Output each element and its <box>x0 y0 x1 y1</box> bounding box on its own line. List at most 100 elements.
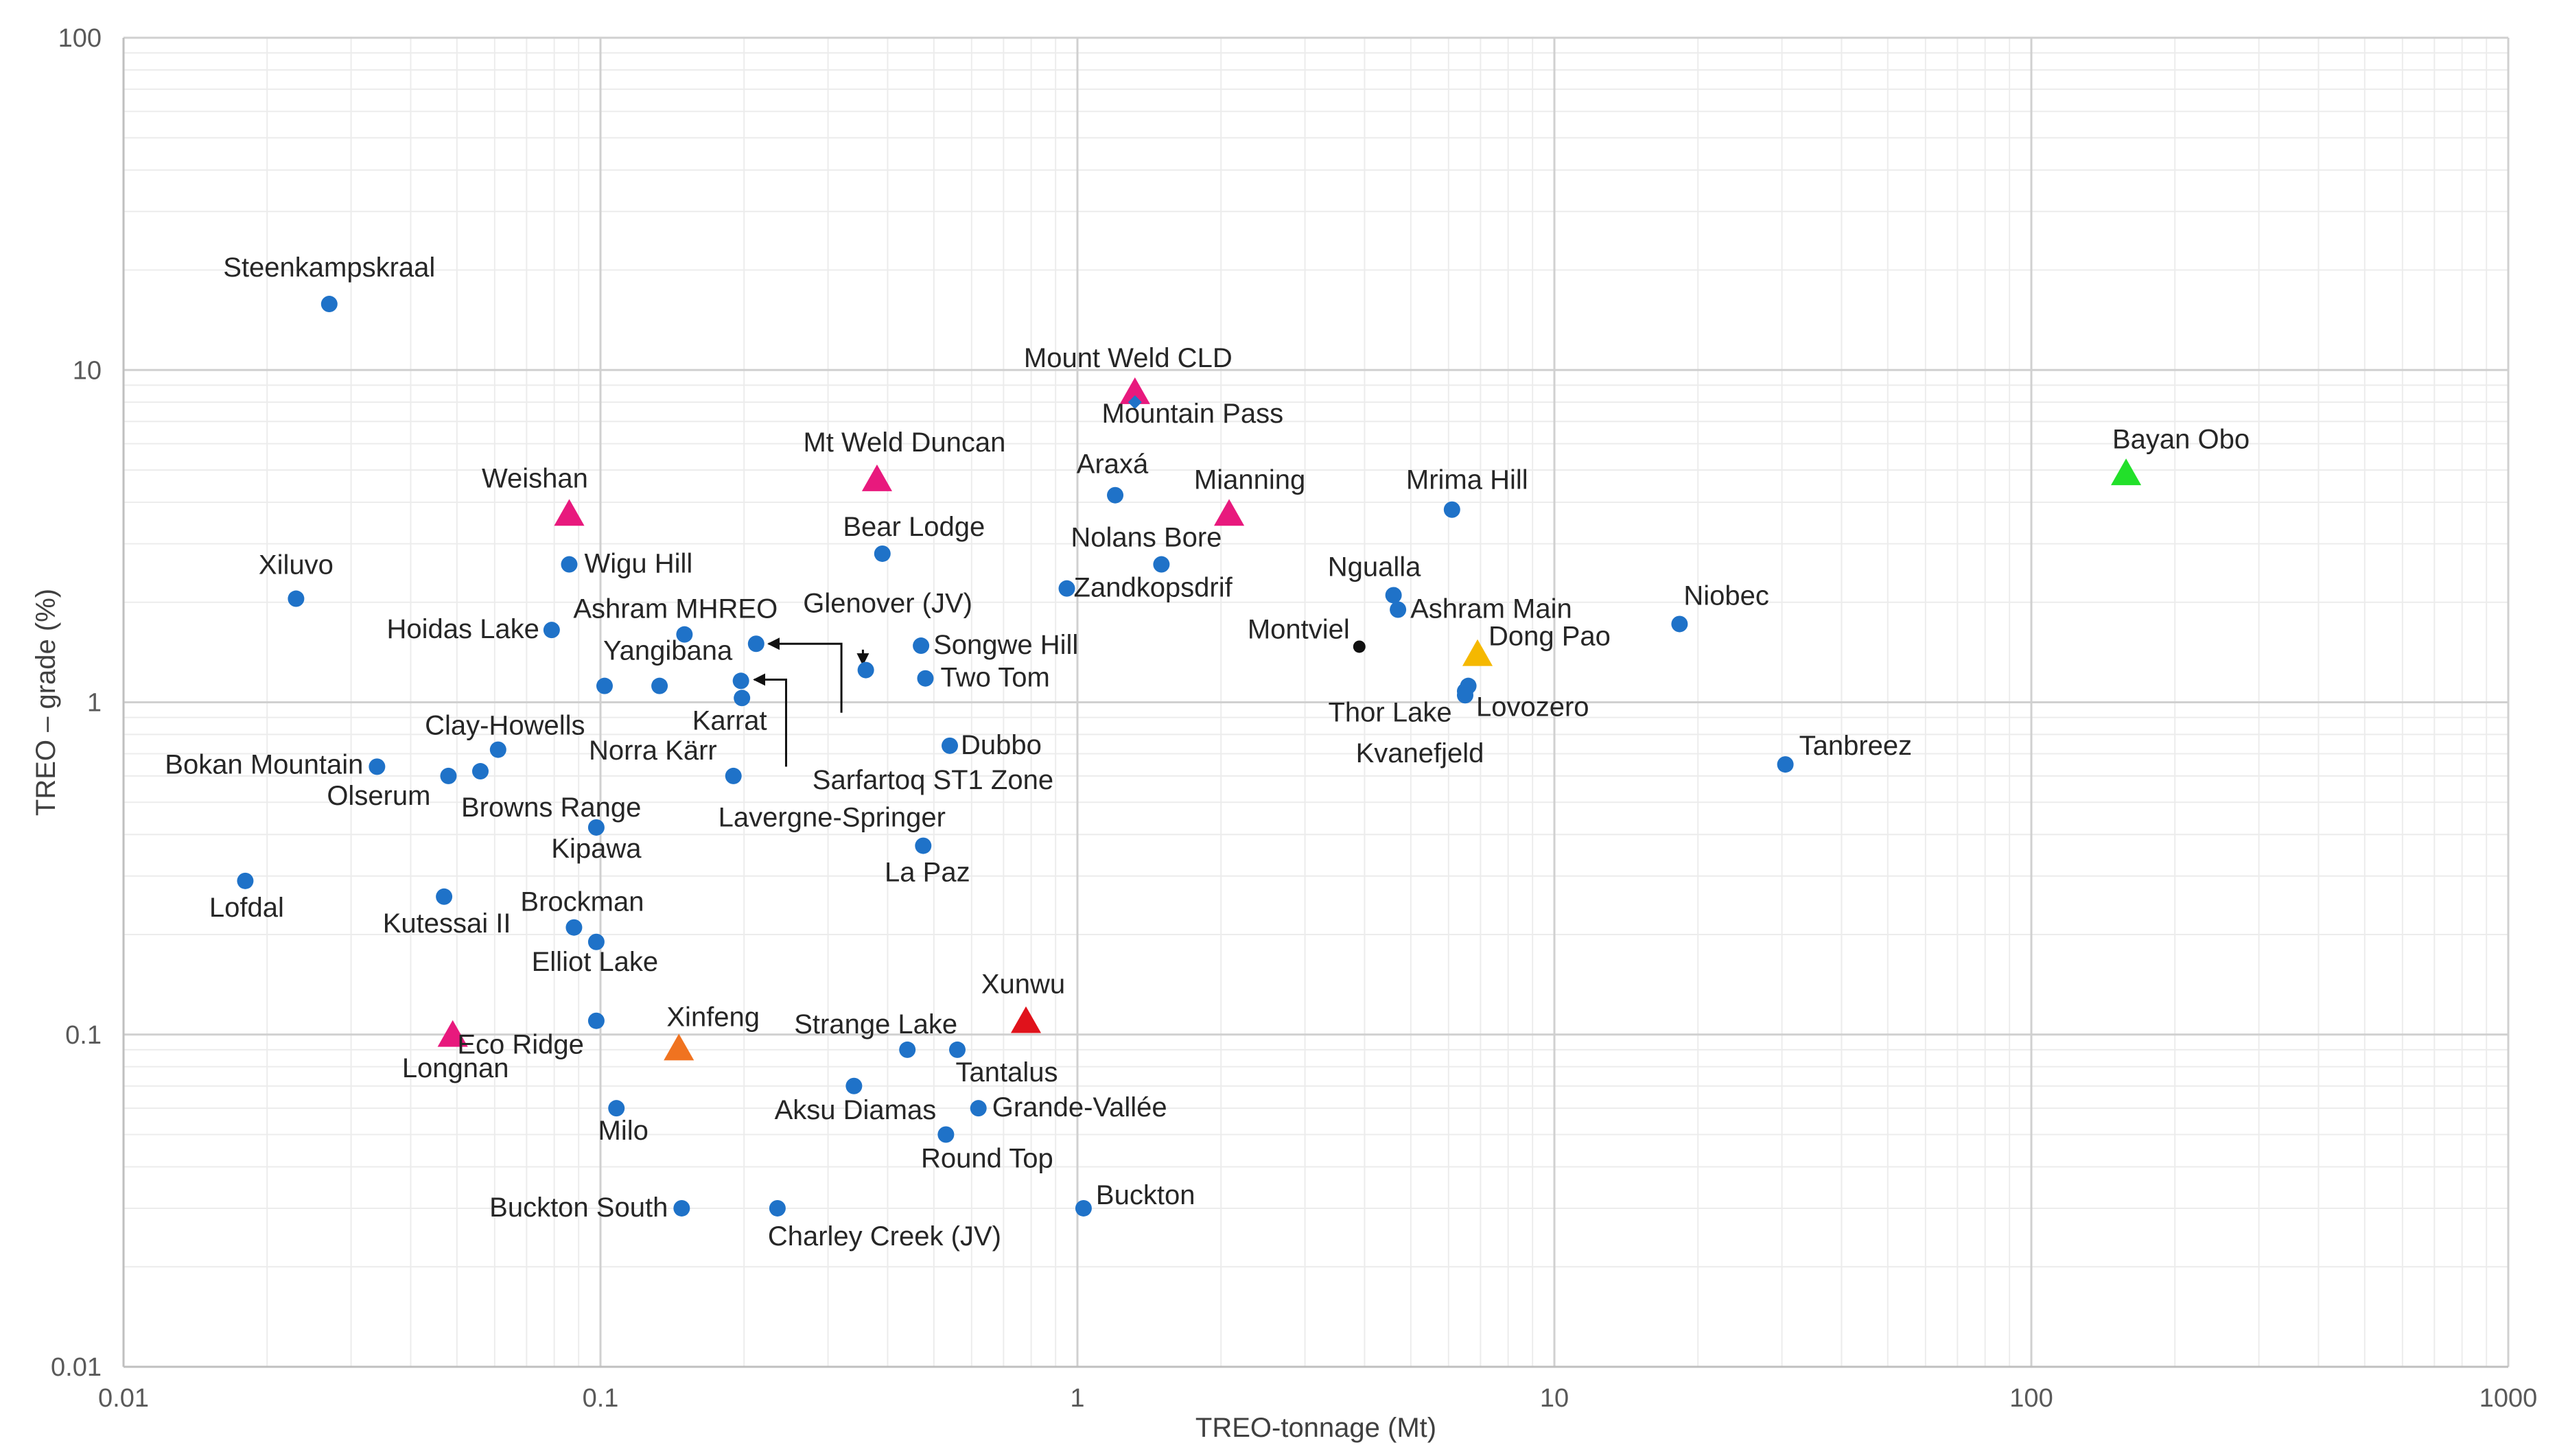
label-ngualla: Ngualla <box>1328 552 1421 582</box>
point-strange-lake <box>899 1041 916 1058</box>
point-kvanefjeld <box>1456 687 1473 704</box>
point-tantalus <box>948 1041 966 1058</box>
point-glenover-jv <box>857 661 874 679</box>
label-strange-lake: Strange Lake <box>794 1009 957 1040</box>
label-nolans-bore: Nolans Bore <box>1071 523 1222 553</box>
point-lofdal <box>237 872 254 889</box>
point-songwe-hill <box>913 637 930 655</box>
annotation-arrow-sarfartoq-st1-zone <box>767 637 843 713</box>
y-tick-label: 100 <box>58 24 102 53</box>
label-kvanefjeld: Kvanefjeld <box>1356 738 1484 768</box>
point-dubbo <box>942 737 959 754</box>
label-mt-weld-duncan: Mt Weld Duncan <box>803 427 1005 458</box>
point-bear-lodge <box>874 545 891 562</box>
point-olserum <box>440 767 457 784</box>
label-zandkopsdrif: Zandkopsdrif <box>1074 573 1233 603</box>
y-tick-label: 0.1 <box>65 1021 102 1050</box>
y-axis-title: TREO – grade (%) <box>31 589 61 816</box>
label-bear-lodge: Bear Lodge <box>843 512 985 542</box>
label-lavergne-springer: Lavergne-Springer <box>719 802 946 832</box>
label-songwe-hill: Songwe Hill <box>933 630 1078 660</box>
point-buckton-south <box>673 1199 690 1217</box>
label-buckton: Buckton <box>1096 1180 1195 1210</box>
label-la-paz: La Paz <box>885 858 970 888</box>
label-tantalus: Tantalus <box>955 1057 1058 1088</box>
point-ashram-main <box>1390 601 1407 618</box>
point-bayan-obo <box>2111 458 2142 486</box>
label-lovozero: Lovozero <box>1476 692 1589 722</box>
label-bokan-mountain: Bokan Mountain <box>165 749 363 779</box>
point-mianning <box>1214 499 1245 526</box>
label-buckton-south: Buckton South <box>489 1193 668 1223</box>
point-dong-pao <box>1462 639 1493 666</box>
label-mount-weld-cld: Mount Weld CLD <box>1024 343 1233 373</box>
point-buckton <box>1075 1199 1092 1217</box>
x-tick-label: 1000 <box>2479 1384 2538 1413</box>
point-hoidas-lake <box>543 622 560 639</box>
label-kutessai-ii: Kutessai II <box>383 908 511 939</box>
point-sarfartoq-st1-zone <box>747 635 764 653</box>
label-ashram-mhreo: Ashram MHREO <box>573 594 778 624</box>
point-eco-ridge <box>587 1012 605 1029</box>
label-wigu-hill: Wigu Hill <box>584 549 692 579</box>
point-brockman <box>565 919 583 936</box>
point-yangibana <box>596 677 613 694</box>
label-eco-ridge: Eco Ridge <box>457 1030 584 1060</box>
label-hoidas-lake: Hoidas Lake <box>386 614 539 644</box>
label-round-top: Round Top <box>921 1144 1053 1174</box>
annotation-arrows <box>753 637 869 767</box>
label-xinfeng: Xinfeng <box>666 1002 760 1033</box>
x-tick-label: 0.01 <box>98 1384 149 1413</box>
point-weishan <box>554 499 585 526</box>
point-steenkampskraal <box>320 296 338 313</box>
point-la-paz <box>915 837 932 854</box>
label-mountain-pass: Mountain Pass <box>1102 399 1284 429</box>
label-thor-lake: Thor Lake <box>1328 698 1451 728</box>
label-araxa: Araxá <box>1077 449 1149 480</box>
point-xunwu <box>1010 1006 1042 1033</box>
point-milo <box>608 1100 625 1117</box>
x-tick-label: 1 <box>1070 1384 1084 1413</box>
y-tick-label: 10 <box>73 356 102 385</box>
point-xiluvo <box>288 590 305 607</box>
tick-labels: 0.01 0.1 1 10 100 1000 0.01 0.1 1 10 100 <box>51 24 2537 1413</box>
label-xunwu: Xunwu <box>981 970 1065 1000</box>
label-aksu-diamas: Aksu Diamas <box>775 1095 937 1125</box>
label-mianning: Mianning <box>1194 465 1305 495</box>
label-browns-range: Browns Range <box>461 792 641 823</box>
grid <box>122 36 2510 1368</box>
label-brockman: Brockman <box>520 887 644 917</box>
point-mt-weld-duncan <box>861 465 892 491</box>
point-labels: Steenkampskraal Xiluvo Weishan Wigu Hill Hoi… <box>165 253 2250 1252</box>
data-points <box>237 296 2142 1217</box>
point-lavergne-springer <box>732 672 749 690</box>
label-niobec: Niobec <box>1683 580 1769 611</box>
label-longnan: Longnan <box>402 1053 509 1083</box>
point-bokan-mountain <box>369 758 386 775</box>
label-weishan: Weishan <box>482 463 588 493</box>
label-bayan-obo: Bayan Obo <box>2112 424 2250 454</box>
label-grande-vallee: Grande-Vallée <box>992 1092 1167 1123</box>
label-tanbreez: Tanbreez <box>1799 731 1913 761</box>
point-wigu-hill <box>561 556 578 573</box>
label-xiluvo: Xiluvo <box>259 550 334 580</box>
point-ngualla <box>1385 587 1402 604</box>
point-charley-creek-jv <box>769 1199 786 1217</box>
point-norra-karr <box>725 767 742 784</box>
label-ashram-main: Ashram Main <box>1410 594 1572 624</box>
label-kipawa: Kipawa <box>551 834 642 864</box>
point-grande-vallee <box>970 1100 987 1117</box>
label-dubbo: Dubbo <box>961 730 1042 760</box>
point-montviel <box>1353 640 1366 653</box>
point-unlabeled-7 <box>651 677 668 694</box>
label-karrat: Karrat <box>692 705 767 736</box>
point-aksu-diamas <box>845 1077 863 1094</box>
point-mountain-pass <box>1128 395 1142 410</box>
point-elliot-lake <box>587 933 605 950</box>
label-glenover-jv: Glenover (JV) <box>803 589 972 619</box>
point-mrima-hill <box>1443 501 1460 518</box>
point-xinfeng <box>664 1033 694 1061</box>
label-olserum: Olserum <box>327 781 430 811</box>
